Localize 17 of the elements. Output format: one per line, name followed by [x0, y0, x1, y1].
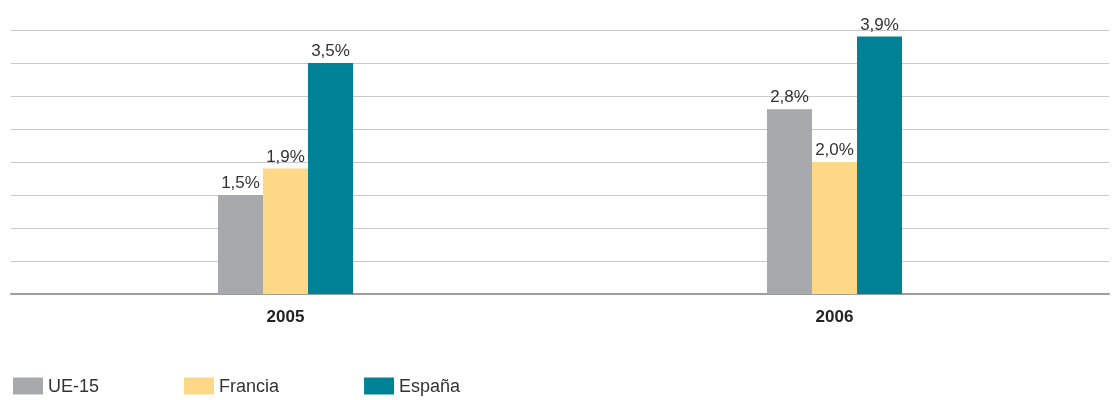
- data-label: 3,9%: [860, 14, 899, 34]
- legend-label: Francia: [219, 376, 281, 396]
- bar: [263, 168, 308, 294]
- data-label: 2,8%: [770, 87, 809, 107]
- bar: [812, 162, 857, 294]
- data-label: 2,0%: [815, 140, 854, 159]
- bar: [308, 63, 353, 294]
- data-label: 3,5%: [311, 41, 350, 60]
- x-tick-label: 2006: [815, 307, 854, 326]
- data-label: 1,9%: [266, 146, 305, 166]
- bar: [857, 36, 902, 294]
- data-label: 1,5%: [221, 173, 260, 192]
- bar: [218, 195, 263, 294]
- x-tick-label: 2005: [266, 307, 305, 326]
- bar: [767, 109, 812, 294]
- legend-label: UE-15: [48, 376, 100, 396]
- legend-label: España: [399, 376, 462, 396]
